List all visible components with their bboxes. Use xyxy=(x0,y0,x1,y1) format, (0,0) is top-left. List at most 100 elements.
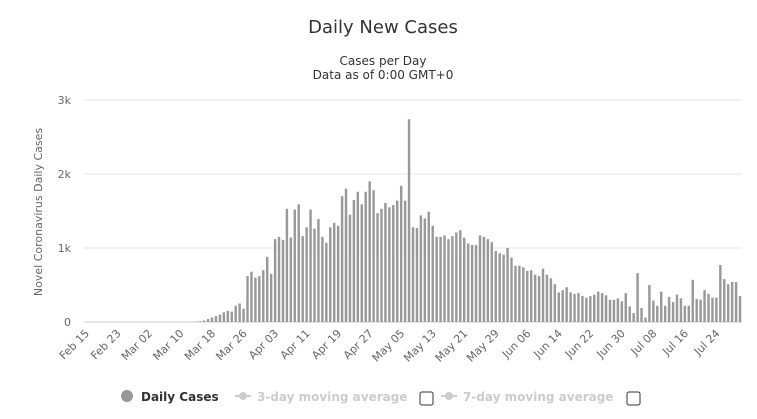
bar[interactable] xyxy=(250,271,253,322)
bar[interactable] xyxy=(663,305,667,322)
legend-item-3-day-average[interactable]: 3-day moving average xyxy=(235,390,407,404)
bar[interactable] xyxy=(640,307,643,322)
bar[interactable] xyxy=(522,267,525,322)
bar[interactable] xyxy=(411,227,415,322)
bar[interactable] xyxy=(573,293,576,322)
bar[interactable] xyxy=(281,239,285,322)
bar[interactable] xyxy=(723,279,726,322)
bar[interactable] xyxy=(604,295,608,322)
bar[interactable] xyxy=(612,299,616,322)
bar[interactable] xyxy=(628,306,631,322)
bar[interactable] xyxy=(545,274,549,322)
bar[interactable] xyxy=(423,218,427,322)
bar[interactable] xyxy=(309,209,312,322)
bar[interactable] xyxy=(549,278,553,322)
bar[interactable] xyxy=(459,230,462,322)
bar[interactable] xyxy=(356,191,360,322)
bar[interactable] xyxy=(565,287,568,322)
bar[interactable] xyxy=(447,239,450,322)
bar[interactable] xyxy=(317,219,320,322)
bar[interactable] xyxy=(589,296,592,322)
bar[interactable] xyxy=(313,228,316,322)
bar[interactable] xyxy=(218,314,222,322)
bar[interactable] xyxy=(624,293,627,322)
bar[interactable] xyxy=(451,236,454,322)
bar[interactable] xyxy=(537,276,541,322)
bar[interactable] xyxy=(384,202,387,322)
bar[interactable] xyxy=(254,277,257,322)
bar[interactable] xyxy=(581,296,584,322)
bar[interactable] xyxy=(431,225,434,322)
bar[interactable] xyxy=(738,296,742,322)
bar[interactable] xyxy=(238,303,241,323)
bar[interactable] xyxy=(600,293,604,322)
bar[interactable] xyxy=(332,222,336,322)
bar[interactable] xyxy=(206,319,210,322)
bar[interactable] xyxy=(388,207,391,322)
bar[interactable] xyxy=(529,270,533,322)
bar[interactable] xyxy=(675,294,679,322)
bar[interactable] xyxy=(199,321,202,322)
bar[interactable] xyxy=(482,236,486,322)
bar[interactable] xyxy=(644,317,647,322)
bar[interactable] xyxy=(380,208,383,322)
bar[interactable] xyxy=(325,242,328,322)
legend-3-day-checkbox[interactable] xyxy=(419,391,434,406)
bar[interactable] xyxy=(348,214,352,322)
bar[interactable] xyxy=(269,273,273,322)
bar[interactable] xyxy=(703,290,706,322)
bar[interactable] xyxy=(396,200,399,322)
bar[interactable] xyxy=(230,311,233,322)
bar[interactable] xyxy=(695,299,698,322)
bar[interactable] xyxy=(585,297,588,322)
bar[interactable] xyxy=(246,276,249,322)
bar[interactable] xyxy=(486,239,490,322)
bar[interactable] xyxy=(372,190,375,322)
bar[interactable] xyxy=(368,181,371,322)
bar[interactable] xyxy=(533,274,537,322)
bar[interactable] xyxy=(616,298,620,322)
bar[interactable] xyxy=(470,245,474,322)
legend-item-daily-cases[interactable]: Daily Cases xyxy=(121,390,219,404)
bar[interactable] xyxy=(407,119,411,323)
legend-7-day-checkbox[interactable] xyxy=(626,391,641,406)
bar[interactable] xyxy=(340,196,344,322)
bar[interactable] xyxy=(632,313,635,322)
bar[interactable] xyxy=(608,299,612,322)
bar[interactable] xyxy=(620,301,624,322)
bar[interactable] xyxy=(683,305,687,322)
bar[interactable] xyxy=(289,237,293,322)
bar[interactable] xyxy=(344,188,348,322)
bar[interactable] xyxy=(656,305,659,322)
bar[interactable] xyxy=(273,239,277,322)
bar[interactable] xyxy=(687,305,691,322)
bar[interactable] xyxy=(502,254,505,322)
bar[interactable] xyxy=(222,312,226,322)
bar[interactable] xyxy=(466,243,470,322)
bar[interactable] xyxy=(277,236,281,322)
bar[interactable] xyxy=(376,213,379,322)
bar[interactable] xyxy=(463,237,466,322)
bar[interactable] xyxy=(305,227,308,322)
bar[interactable] xyxy=(234,305,237,322)
bar[interactable] xyxy=(360,204,363,322)
bar[interactable] xyxy=(691,279,694,322)
bar[interactable] xyxy=(427,211,430,322)
bar[interactable] xyxy=(648,285,651,322)
bar[interactable] xyxy=(455,232,458,322)
bar[interactable] xyxy=(490,242,494,322)
bar[interactable] xyxy=(415,228,419,322)
bar[interactable] xyxy=(541,268,545,322)
bar[interactable] xyxy=(506,248,509,322)
bar[interactable] xyxy=(419,215,423,322)
legend-item-7-day-average[interactable]: 7-day moving average xyxy=(441,390,613,404)
bar[interactable] xyxy=(510,257,513,322)
bar[interactable] xyxy=(478,235,482,322)
bar[interactable] xyxy=(474,245,478,322)
bar[interactable] xyxy=(392,205,395,322)
bar[interactable] xyxy=(336,225,340,322)
bar[interactable] xyxy=(660,291,663,322)
bar[interactable] xyxy=(242,308,245,322)
bar[interactable] xyxy=(577,293,580,322)
bar[interactable] xyxy=(726,284,730,322)
